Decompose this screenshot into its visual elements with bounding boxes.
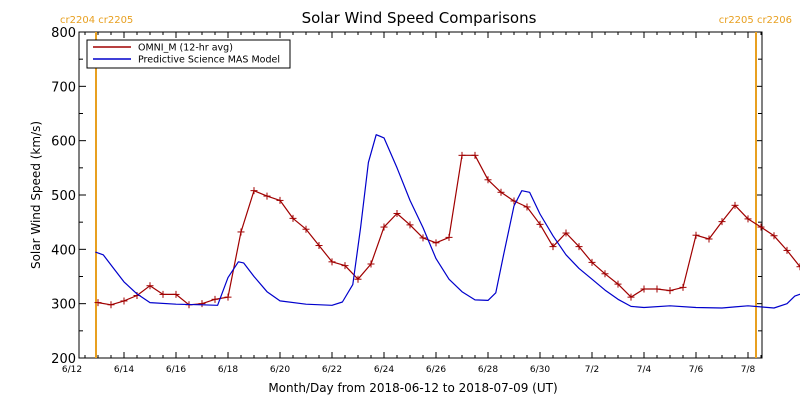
data-point-marker xyxy=(445,233,453,241)
series-line-0 xyxy=(97,154,800,306)
data-point-marker xyxy=(419,234,427,242)
data-point-marker xyxy=(536,220,544,228)
data-point-marker xyxy=(601,270,609,278)
data-point-marker xyxy=(354,275,362,283)
carrington-label-left: cr2204 cr2205 xyxy=(60,15,133,26)
legend: OMNI_M (12-hr avg)Predictive Science MAS… xyxy=(86,39,291,69)
carrington-label-right: cr2205 cr2206 xyxy=(719,15,792,26)
x-tick-label: 7/4 xyxy=(637,365,652,375)
data-point-marker xyxy=(315,242,323,250)
data-point-marker xyxy=(705,235,713,243)
data-point-marker xyxy=(718,218,726,226)
data-point-marker xyxy=(757,223,765,231)
data-point-marker xyxy=(731,201,739,209)
plot-area: 200 300 400 500 600 700 800 6/12 6/14 6/16 6/18 6/2… xyxy=(51,26,800,375)
data-point-marker xyxy=(289,214,297,222)
data-point-marker xyxy=(497,188,505,196)
chart-title: Solar Wind Speed Comparisons xyxy=(302,9,537,27)
data-point-marker xyxy=(276,196,284,204)
data-point-marker xyxy=(432,239,440,247)
data-point-marker xyxy=(146,282,154,290)
data-point-marker xyxy=(406,221,414,229)
data-point-marker xyxy=(380,223,388,231)
data-point-marker xyxy=(172,290,180,298)
y-tick-label: 600 xyxy=(51,135,76,150)
data-point-marker xyxy=(224,293,232,301)
data-point-marker xyxy=(588,258,596,266)
data-point-marker xyxy=(120,297,128,305)
x-tick-label: 6/22 xyxy=(322,365,342,375)
data-point-marker xyxy=(471,151,479,159)
legend-label-0: OMNI_M (12-hr avg) xyxy=(138,43,233,54)
x-tick-label: 6/30 xyxy=(530,365,550,375)
legend-box xyxy=(86,39,291,69)
data-point-marker xyxy=(679,283,687,291)
x-tick-label: 7/6 xyxy=(689,365,704,375)
data-point-marker xyxy=(614,280,622,288)
x-tick-label: 6/14 xyxy=(114,365,134,375)
y-tick-label: 500 xyxy=(51,189,76,204)
data-point-marker xyxy=(666,287,674,295)
x-tick-label: 6/26 xyxy=(426,365,446,375)
x-tick-label: 6/24 xyxy=(374,365,394,375)
data-point-marker xyxy=(211,295,219,303)
data-point-marker xyxy=(692,231,700,239)
x-tick-label: 7/8 xyxy=(741,365,756,375)
y-axis-label: Solar Wind Speed (km/s) xyxy=(29,121,43,269)
x-tick-label: 6/20 xyxy=(270,365,290,375)
data-point-marker xyxy=(523,203,531,211)
legend-label-1: Predictive Science MAS Model xyxy=(138,55,280,66)
y-tick-label: 700 xyxy=(51,80,76,95)
data-point-marker xyxy=(640,285,648,293)
data-point-marker xyxy=(367,260,375,268)
data-point-marker xyxy=(575,243,583,251)
data-point-marker xyxy=(549,243,557,251)
data-point-marker xyxy=(484,176,492,184)
plot-frame xyxy=(78,31,763,359)
data-point-marker xyxy=(341,262,349,270)
data-point-marker xyxy=(198,300,206,308)
data-point-marker xyxy=(159,290,167,298)
data-point-marker xyxy=(393,209,401,217)
y-tick-label: 800 xyxy=(51,26,76,41)
x-tick-label: 6/16 xyxy=(166,365,186,375)
x-tick-label: 6/18 xyxy=(218,365,238,375)
y-tick-label: 200 xyxy=(51,352,76,367)
data-point-marker xyxy=(94,299,102,307)
data-point-marker xyxy=(302,225,310,233)
data-point-marker xyxy=(107,301,115,309)
data-point-marker xyxy=(458,151,466,159)
data-point-marker xyxy=(562,229,570,237)
x-axis-label: Month/Day from 2018-06-12 to 2018-07-09 … xyxy=(268,381,557,395)
data-point-marker xyxy=(237,228,245,236)
data-point-marker xyxy=(796,263,800,271)
y-tick-label: 300 xyxy=(51,298,76,313)
x-tick-label: 7/2 xyxy=(585,365,599,375)
data-point-marker xyxy=(653,285,661,293)
data-point-marker xyxy=(627,293,635,301)
y-tick-label: 400 xyxy=(51,243,76,258)
x-tick-label: 6/28 xyxy=(478,365,498,375)
data-point-marker xyxy=(744,215,752,223)
data-point-marker xyxy=(263,192,271,200)
x-tick-label: 6/12 xyxy=(62,365,82,375)
data-point-marker xyxy=(328,258,336,266)
data-point-marker xyxy=(783,246,791,254)
data-point-marker xyxy=(250,187,258,195)
series-line-1 xyxy=(95,134,800,309)
data-point-marker xyxy=(770,232,778,240)
